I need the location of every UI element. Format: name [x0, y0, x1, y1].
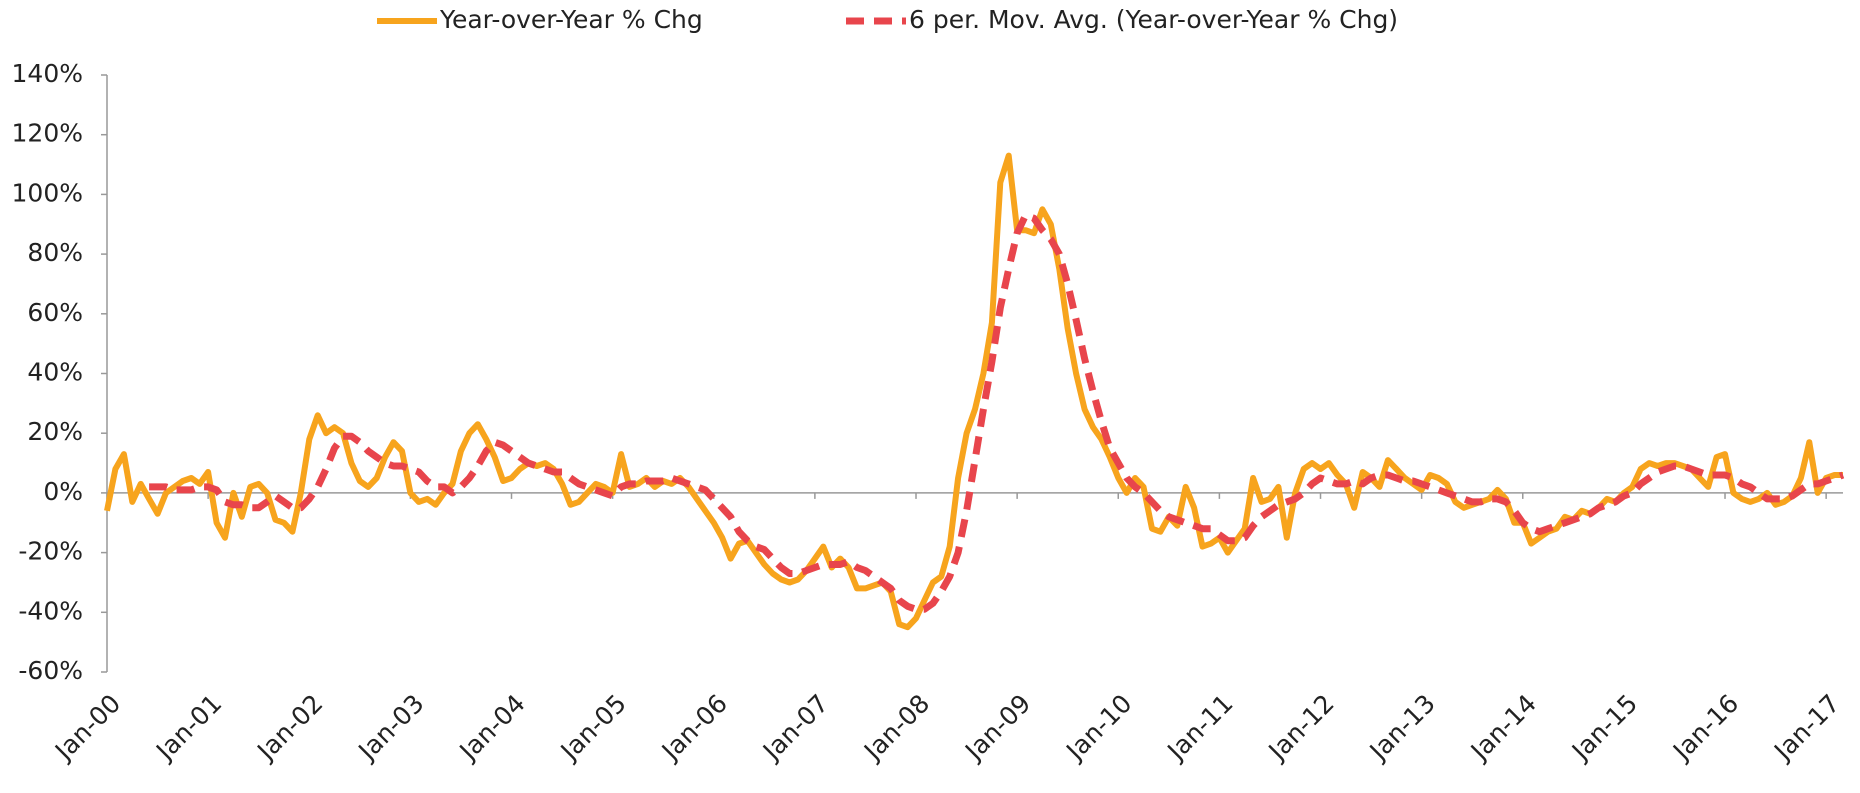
x-tick-label: Jan-10 [1059, 689, 1137, 767]
y-tick-label: 120% [12, 119, 83, 148]
legend-label: Year-over-Year % Chg [439, 5, 703, 34]
y-tick-label: 40% [27, 358, 83, 387]
y-tick-label: 0% [43, 477, 83, 506]
x-tick-label: Jan-16 [1666, 689, 1744, 767]
x-tick-label: Jan-05 [554, 689, 632, 767]
x-tick-label: Jan-06 [655, 689, 733, 767]
x-tick-label: Jan-15 [1565, 689, 1643, 767]
x-tick-label: Jan-02 [250, 689, 328, 767]
y-tick-label: -40% [18, 596, 83, 625]
x-tick-label: Jan-04 [453, 689, 531, 767]
x-tick-label: Jan-17 [1767, 689, 1845, 767]
x-tick-label: Jan-11 [1161, 689, 1239, 767]
x-tick-label: Jan-12 [1262, 689, 1340, 767]
y-tick-label: 80% [27, 238, 83, 267]
x-tick-label: Jan-14 [1464, 689, 1542, 767]
legend-label: 6 per. Mov. Avg. (Year-over-Year % Chg) [909, 5, 1398, 34]
x-tick-label: Jan-03 [352, 689, 430, 767]
series-line [149, 211, 1845, 613]
x-tick-label: Jan-01 [149, 689, 227, 767]
y-tick-label: 100% [12, 178, 83, 207]
x-tick-label: Jan-09 [958, 689, 1036, 767]
x-tick-label: Jan-07 [756, 689, 834, 767]
x-tick-label: Jan-08 [857, 689, 935, 767]
y-tick-label: 60% [27, 298, 83, 327]
x-tick-label: Jan-13 [1363, 689, 1441, 767]
y-tick-label: -20% [18, 537, 83, 566]
series-line [104, 152, 1843, 631]
y-tick-label: -60% [18, 656, 83, 685]
x-tick-label: Jan-00 [48, 689, 126, 767]
y-tick-label: 140% [12, 59, 83, 88]
y-tick-label: 20% [27, 417, 83, 446]
